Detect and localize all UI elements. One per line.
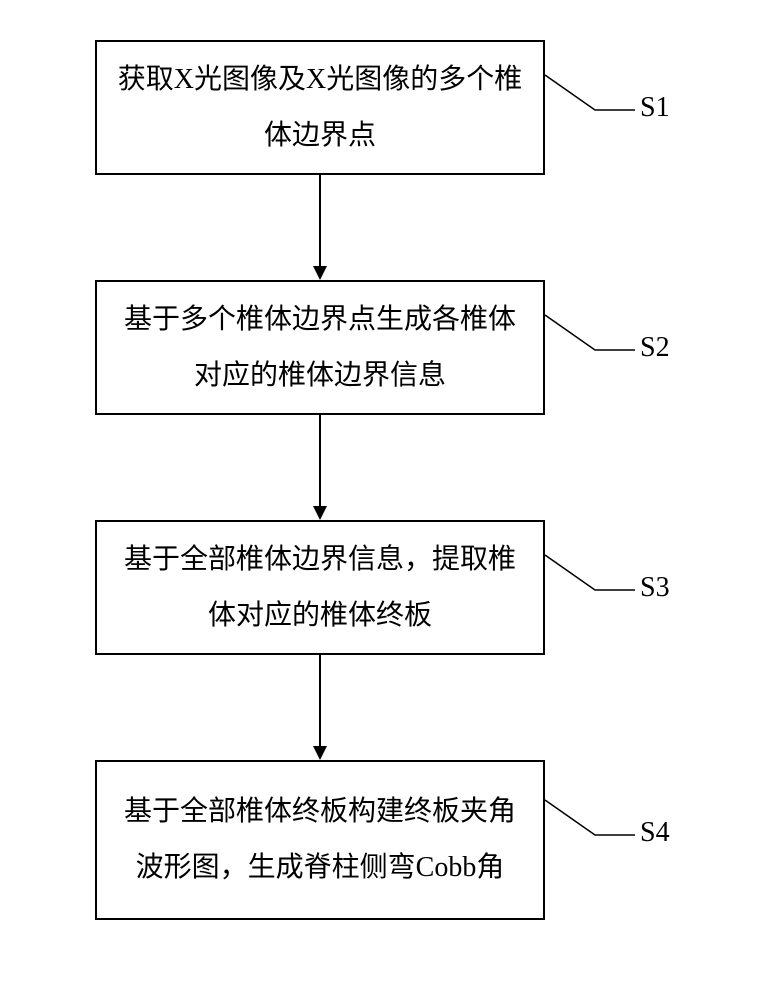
arrowhead-1-2 xyxy=(313,266,327,280)
arrow-3-4 xyxy=(319,655,321,746)
label-s2: S2 xyxy=(640,332,670,364)
flowchart-container: 获取X光图像及X光图像的多个椎体边界点 S1 基于多个椎体边界点生成各椎体对应的… xyxy=(0,0,759,1000)
flowchart-node-s4: 基于全部椎体终板构建终板夹角波形图，生成脊柱侧弯Cobb角 xyxy=(95,760,545,920)
label-s3: S3 xyxy=(640,572,670,604)
node-text-s2: 基于多个椎体边界点生成各椎体对应的椎体边界信息 xyxy=(117,292,523,404)
node-text-s4: 基于全部椎体终板构建终板夹角波形图，生成脊柱侧弯Cobb角 xyxy=(117,784,523,896)
arrow-1-2 xyxy=(319,175,321,266)
node-text-s1: 获取X光图像及X光图像的多个椎体边界点 xyxy=(117,52,523,164)
arrowhead-3-4 xyxy=(313,746,327,760)
label-s4: S4 xyxy=(640,817,670,849)
flowchart-node-s2: 基于多个椎体边界点生成各椎体对应的椎体边界信息 xyxy=(95,280,545,415)
label-s1: S1 xyxy=(640,92,670,124)
arrow-2-3 xyxy=(319,415,321,506)
node-text-s3: 基于全部椎体边界信息，提取椎体对应的椎体终板 xyxy=(117,532,523,644)
flowchart-node-s3: 基于全部椎体边界信息，提取椎体对应的椎体终板 xyxy=(95,520,545,655)
flowchart-node-s1: 获取X光图像及X光图像的多个椎体边界点 xyxy=(95,40,545,175)
arrowhead-2-3 xyxy=(313,506,327,520)
